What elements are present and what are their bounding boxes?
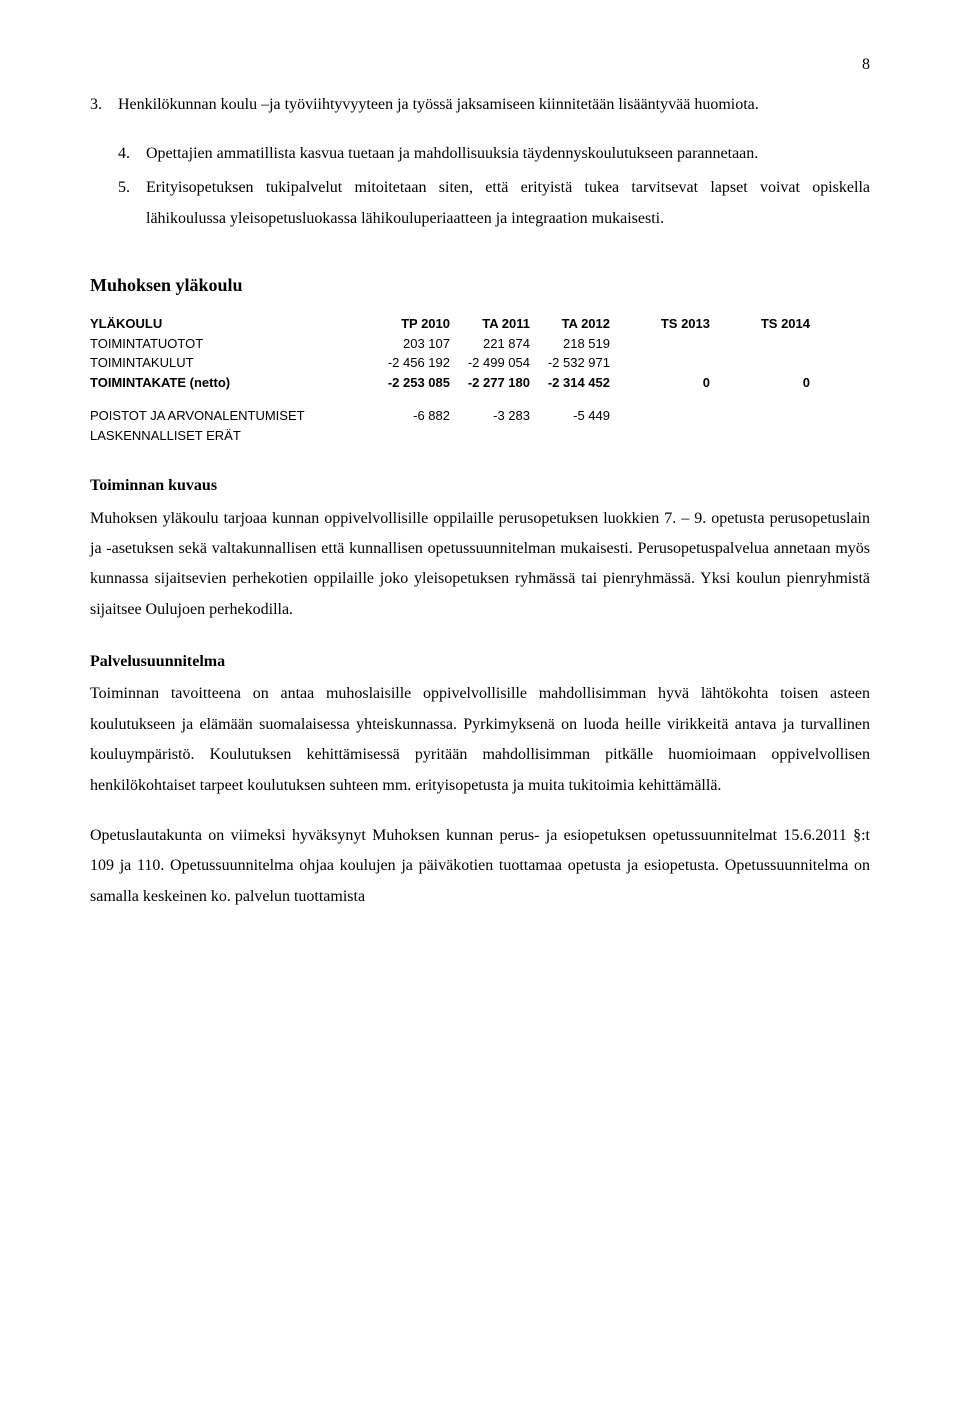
cell: 203 107 xyxy=(370,334,450,354)
cell: -2 277 180 xyxy=(450,373,530,393)
cell: -2 499 054 xyxy=(450,353,530,373)
col-ta2012: TA 2012 xyxy=(530,314,610,334)
cell: -2 253 085 xyxy=(370,373,450,393)
row-label: TOIMINTATUOTOT xyxy=(90,334,370,354)
cell xyxy=(710,406,810,426)
col-tp2010: TP 2010 xyxy=(370,314,450,334)
cell: -5 449 xyxy=(530,406,610,426)
cell xyxy=(530,426,610,446)
financial-table: YLÄKOULU TP 2010 TA 2011 TA 2012 TS 2013… xyxy=(90,314,870,445)
list-text: Opettajien ammatillista kasvua tuetaan j… xyxy=(146,139,870,169)
page-number: 8 xyxy=(90,50,870,80)
table-row: TOIMINTAKATE (netto) -2 253 085 -2 277 1… xyxy=(90,373,870,393)
cell: -2 314 452 xyxy=(530,373,610,393)
list-number: 5. xyxy=(118,173,146,234)
table-row: TOIMINTATUOTOT 203 107 221 874 218 519 xyxy=(90,334,870,354)
cell xyxy=(610,334,710,354)
table-header-row: YLÄKOULU TP 2010 TA 2011 TA 2012 TS 2013… xyxy=(90,314,870,334)
cell xyxy=(610,426,710,446)
list-item-3: 3. Henkilökunnan koulu –ja työviihtyvyyt… xyxy=(90,90,870,120)
row-label: POISTOT JA ARVONALENTUMISET xyxy=(90,406,370,426)
list-text: Henkilökunnan koulu –ja työviihtyvyyteen… xyxy=(118,90,870,120)
cell xyxy=(710,353,810,373)
col-ts2013: TS 2013 xyxy=(610,314,710,334)
cell: -3 283 xyxy=(450,406,530,426)
cell xyxy=(610,353,710,373)
cell xyxy=(710,334,810,354)
cell: 218 519 xyxy=(530,334,610,354)
col-ta2011: TA 2011 xyxy=(450,314,530,334)
section-heading-ylakoulu: Muhoksen yläkoulu xyxy=(90,268,870,302)
table-row: POISTOT JA ARVONALENTUMISET -6 882 -3 28… xyxy=(90,406,870,426)
list-item-4: 4. Opettajien ammatillista kasvua tuetaa… xyxy=(118,139,870,169)
table-row: LASKENNALLISET ERÄT xyxy=(90,426,870,446)
cell: -6 882 xyxy=(370,406,450,426)
col-ts2014: TS 2014 xyxy=(710,314,810,334)
cell xyxy=(610,406,710,426)
table-row: TOIMINTAKULUT -2 456 192 -2 499 054 -2 5… xyxy=(90,353,870,373)
paragraph-last: Opetuslautakunta on viimeksi hyväksynyt … xyxy=(90,821,870,912)
cell: -2 532 971 xyxy=(530,353,610,373)
row-label: TOIMINTAKATE (netto) xyxy=(90,373,370,393)
list-number: 4. xyxy=(118,139,146,169)
cell: 0 xyxy=(610,373,710,393)
row-label: LASKENNALLISET ERÄT xyxy=(90,426,370,446)
cell xyxy=(710,426,810,446)
cell xyxy=(370,426,450,446)
cell: -2 456 192 xyxy=(370,353,450,373)
cell: 221 874 xyxy=(450,334,530,354)
cell xyxy=(450,426,530,446)
cell: 0 xyxy=(710,373,810,393)
subheading-kuvaus: Toiminnan kuvaus xyxy=(90,471,870,501)
paragraph-kuvaus: Muhoksen yläkoulu tarjoaa kunnan oppivel… xyxy=(90,504,870,626)
paragraph-palvelu: Toiminnan tavoitteena on antaa muhoslais… xyxy=(90,679,870,801)
table-header-label: YLÄKOULU xyxy=(90,314,370,334)
row-label: TOIMINTAKULUT xyxy=(90,353,370,373)
subheading-palvelu: Palvelusuunnitelma xyxy=(90,647,870,677)
list-number: 3. xyxy=(90,90,118,120)
list-item-5: 5. Erityisopetuksen tukipalvelut mitoite… xyxy=(118,173,870,234)
list-text: Erityisopetuksen tukipalvelut mitoitetaa… xyxy=(146,173,870,234)
